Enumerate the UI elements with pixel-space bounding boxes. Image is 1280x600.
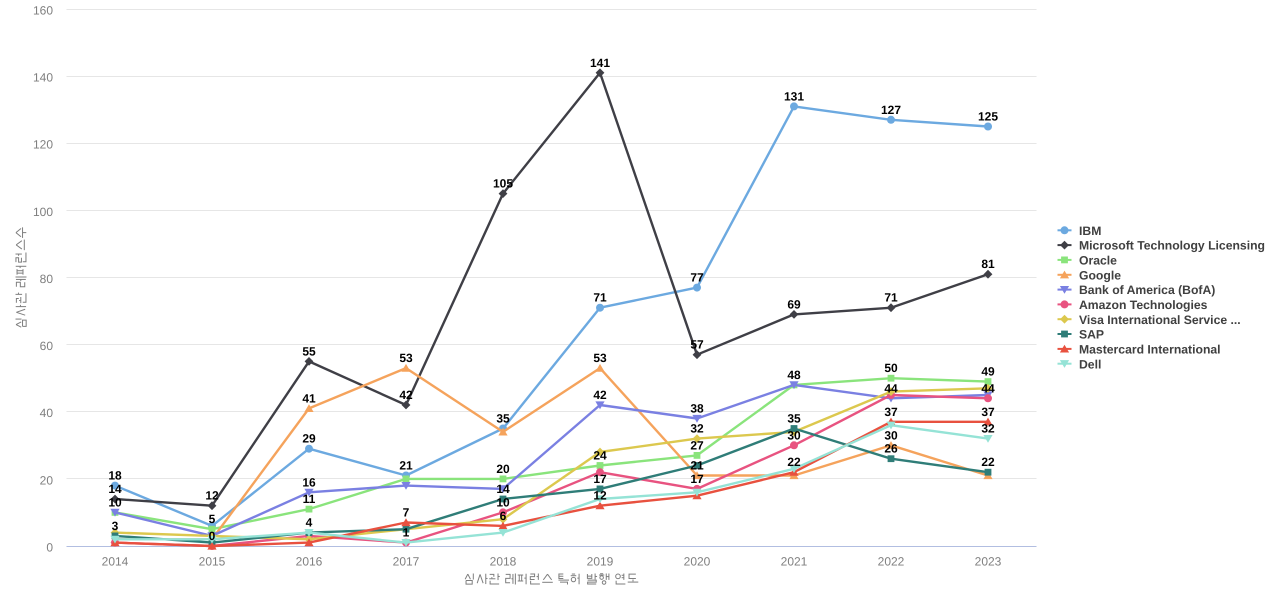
svg-text:71: 71 (593, 291, 607, 305)
svg-text:IBM: IBM (1079, 224, 1101, 238)
svg-text:29: 29 (302, 432, 316, 446)
svg-text:40: 40 (40, 406, 54, 420)
svg-text:49: 49 (981, 365, 995, 379)
svg-text:Dell: Dell (1079, 357, 1101, 371)
svg-text:30: 30 (787, 428, 801, 442)
svg-text:100: 100 (33, 205, 53, 219)
svg-text:18: 18 (108, 469, 122, 483)
svg-text:69: 69 (787, 297, 801, 311)
svg-text:120: 120 (33, 138, 53, 152)
svg-text:35: 35 (496, 412, 510, 426)
svg-text:53: 53 (593, 351, 607, 365)
svg-text:141: 141 (590, 56, 610, 70)
svg-text:131: 131 (784, 89, 804, 103)
svg-text:17: 17 (593, 472, 607, 486)
svg-text:32: 32 (690, 422, 704, 436)
svg-text:11: 11 (303, 492, 316, 506)
svg-text:Google: Google (1079, 268, 1121, 282)
svg-text:0: 0 (46, 540, 53, 554)
svg-text:17: 17 (690, 472, 704, 486)
svg-text:21: 21 (690, 459, 704, 473)
svg-text:21: 21 (399, 459, 413, 473)
svg-text:2020: 2020 (684, 555, 711, 569)
svg-text:35: 35 (787, 412, 801, 426)
svg-text:81: 81 (981, 257, 995, 271)
svg-text:77: 77 (690, 271, 704, 285)
svg-text:125: 125 (978, 110, 998, 124)
svg-text:2015: 2015 (199, 555, 226, 569)
svg-text:2014: 2014 (102, 555, 129, 569)
svg-text:2021: 2021 (781, 555, 808, 569)
svg-text:16: 16 (302, 475, 316, 489)
svg-text:3: 3 (112, 519, 119, 533)
svg-text:Mastercard International: Mastercard International (1079, 343, 1221, 357)
svg-text:2022: 2022 (878, 555, 905, 569)
svg-text:2023: 2023 (975, 555, 1002, 569)
svg-text:22: 22 (787, 455, 801, 469)
svg-text:160: 160 (33, 3, 53, 17)
svg-text:127: 127 (881, 103, 901, 117)
svg-text:105: 105 (493, 177, 513, 191)
svg-text:20: 20 (40, 473, 54, 487)
svg-text:10: 10 (496, 495, 510, 509)
svg-text:2019: 2019 (587, 555, 614, 569)
svg-text:2018: 2018 (490, 555, 517, 569)
svg-text:30: 30 (884, 428, 898, 442)
svg-text:12: 12 (593, 489, 607, 503)
svg-text:4: 4 (306, 516, 313, 530)
svg-text:22: 22 (981, 455, 995, 469)
svg-text:26: 26 (884, 442, 898, 456)
svg-text:41: 41 (302, 391, 316, 405)
svg-text:27: 27 (690, 438, 704, 452)
svg-text:Visa International Service ...: Visa International Service ... (1079, 313, 1241, 327)
svg-text:44: 44 (981, 381, 995, 395)
svg-text:2017: 2017 (393, 555, 420, 569)
svg-text:20: 20 (496, 462, 510, 476)
svg-text:55: 55 (302, 344, 316, 358)
svg-text:71: 71 (884, 291, 898, 305)
svg-text:48: 48 (787, 368, 801, 382)
svg-text:37: 37 (884, 405, 898, 419)
svg-text:Microsoft Technology Licensing: Microsoft Technology Licensing (1079, 239, 1265, 253)
svg-text:80: 80 (40, 272, 54, 286)
svg-text:5: 5 (209, 512, 216, 526)
svg-text:2016: 2016 (296, 555, 323, 569)
svg-text:37: 37 (981, 405, 995, 419)
svg-text:38: 38 (690, 402, 704, 416)
svg-text:14: 14 (108, 482, 122, 496)
svg-text:1: 1 (403, 526, 410, 540)
svg-text:Oracle: Oracle (1079, 254, 1117, 268)
svg-text:42: 42 (399, 388, 413, 402)
svg-text:10: 10 (108, 495, 122, 509)
svg-text:32: 32 (981, 422, 995, 436)
svg-text:50: 50 (884, 361, 898, 375)
svg-text:14: 14 (496, 482, 510, 496)
svg-text:SAP: SAP (1079, 328, 1104, 342)
svg-text:57: 57 (690, 338, 704, 352)
svg-text:12: 12 (205, 489, 219, 503)
svg-text:53: 53 (399, 351, 413, 365)
svg-text:6: 6 (500, 509, 507, 523)
svg-text:60: 60 (40, 339, 54, 353)
svg-text:44: 44 (884, 381, 898, 395)
svg-text:42: 42 (593, 388, 607, 402)
svg-text:Amazon Technologies: Amazon Technologies (1079, 298, 1208, 312)
svg-text:Bank of America (BofA): Bank of America (BofA) (1079, 283, 1215, 297)
svg-text:140: 140 (33, 71, 53, 85)
svg-text:7: 7 (403, 506, 410, 520)
svg-text:24: 24 (593, 449, 607, 463)
svg-text:0: 0 (209, 529, 216, 543)
